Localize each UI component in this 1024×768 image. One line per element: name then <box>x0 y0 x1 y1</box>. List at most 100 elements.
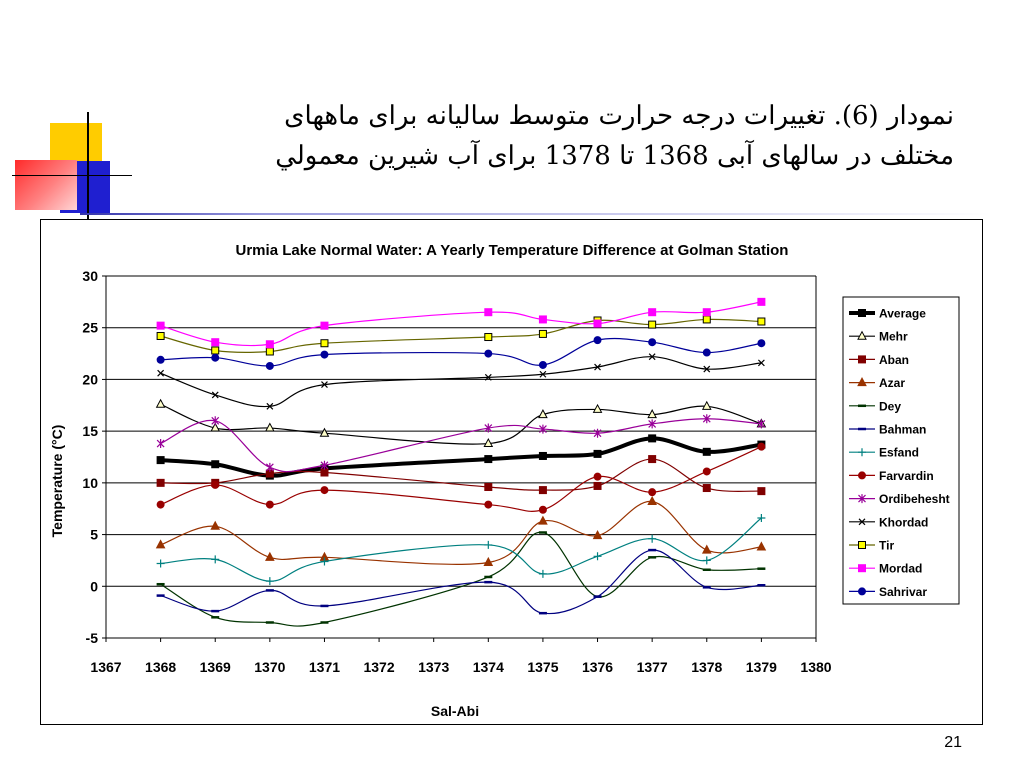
x-tick-label: 1379 <box>746 659 777 675</box>
point-ordibehesht <box>156 439 165 449</box>
x-tick-label: 1377 <box>637 659 668 675</box>
x-tick-label: 1378 <box>691 659 722 675</box>
point-mordad <box>211 338 220 347</box>
point-azar <box>265 551 275 561</box>
point-azar <box>647 495 657 505</box>
point-tir <box>484 333 493 342</box>
point-farvardin <box>265 500 274 509</box>
point-farvardin <box>702 467 711 476</box>
legend-label-bahman: Bahman <box>879 423 926 437</box>
point-sahrivar <box>211 353 220 362</box>
legend-marker-ordibehesht <box>858 494 866 504</box>
point-esfand <box>702 556 711 565</box>
point-ordibehesht <box>757 419 766 429</box>
legend-label-esfand: Esfand <box>879 446 919 460</box>
point-average <box>702 447 711 456</box>
point-esfand <box>265 577 274 586</box>
x-tick-label: 1374 <box>473 659 504 675</box>
legend-marker-aban <box>858 355 866 364</box>
x-tick-label: 1368 <box>145 659 176 675</box>
legend-label-farvardin: Farvardin <box>879 469 934 483</box>
point-mordad <box>702 308 711 317</box>
point-average <box>484 455 493 464</box>
point-aban <box>320 468 329 477</box>
point-khordad <box>594 363 601 371</box>
point-farvardin <box>320 486 329 495</box>
point-azar <box>155 539 166 549</box>
point-aban <box>702 484 711 493</box>
series-line-farvardin <box>160 446 762 512</box>
point-farvardin <box>593 472 602 481</box>
point-farvardin <box>211 480 220 489</box>
point-sahrivar <box>757 339 766 348</box>
point-sahrivar <box>265 361 274 370</box>
point-mehr <box>701 400 712 410</box>
point-azar <box>701 544 712 554</box>
point-khordad <box>757 359 765 367</box>
point-mordad <box>156 321 165 330</box>
point-mehr <box>483 437 494 448</box>
point-tir <box>265 347 274 356</box>
point-tir <box>648 320 657 329</box>
x-tick-label: 1375 <box>527 659 558 675</box>
point-average <box>156 456 165 465</box>
line-chart: Urmia Lake Normal Water: A Yearly Temper… <box>49 242 960 719</box>
x-axis-label: Sal-Abi <box>431 703 479 719</box>
y-tick-label: 0 <box>90 578 98 594</box>
point-average <box>211 460 220 469</box>
point-mordad <box>757 297 766 306</box>
point-esfand <box>648 534 657 543</box>
point-farvardin <box>757 442 766 451</box>
legend-label-dey: Dey <box>879 399 901 413</box>
slide-title-line-1: نمودار (6). تغییرات درجه حرارت متوسط سال… <box>284 101 954 131</box>
legend-label-khordad: Khordad <box>879 515 928 529</box>
y-tick-label: 5 <box>90 527 98 543</box>
point-khordad <box>157 369 165 377</box>
legend-label-mordad: Mordad <box>879 562 922 576</box>
point-sahrivar <box>538 360 547 369</box>
point-ordibehesht <box>702 414 711 424</box>
chart-frame <box>40 219 983 725</box>
point-mordad <box>484 308 493 317</box>
legend-marker-mordad <box>858 564 866 573</box>
point-mehr <box>210 422 221 432</box>
point-sahrivar <box>320 350 329 359</box>
point-mehr <box>538 409 548 419</box>
point-farvardin <box>484 500 493 509</box>
x-tick-label: 1371 <box>309 659 340 675</box>
y-tick-label: 20 <box>82 371 98 387</box>
point-farvardin <box>156 500 165 509</box>
series-line-ordibehesht <box>160 418 762 473</box>
legend: Average Mehr Aban Azar Dey Bahman Esfand Farvar… <box>842 296 960 605</box>
y-tick-label: 25 <box>82 320 98 336</box>
x-tick-label: 1369 <box>200 659 231 675</box>
deco-title-rule <box>80 213 990 215</box>
slide-title: نمودار (6). تغییرات درجه حرارت متوسط سال… <box>94 96 954 176</box>
point-mehr <box>647 409 657 419</box>
legend-marker-tir <box>858 541 866 549</box>
point-sahrivar <box>648 338 657 347</box>
point-khordad <box>648 353 656 361</box>
legend-label-aban: Aban <box>879 353 909 367</box>
point-esfand <box>211 555 220 564</box>
point-esfand <box>484 540 493 549</box>
point-average <box>538 451 547 460</box>
point-tir <box>211 346 220 355</box>
point-azar <box>756 541 767 551</box>
slide-number: 21 <box>944 734 962 751</box>
y-tick-label: 30 <box>82 268 98 284</box>
point-ordibehesht <box>265 462 274 472</box>
point-azar <box>592 530 603 540</box>
point-khordad <box>484 373 492 381</box>
legend-label-tir: Tir <box>879 539 894 553</box>
point-farvardin <box>648 488 657 497</box>
point-aban <box>593 481 602 490</box>
legend-label-average: Average <box>879 307 926 321</box>
point-ordibehesht <box>648 419 657 429</box>
point-mehr <box>155 398 166 408</box>
point-khordad <box>266 402 274 410</box>
point-ordibehesht <box>484 423 493 433</box>
point-tir <box>156 331 165 340</box>
point-ordibehesht <box>593 428 602 438</box>
x-tick-label: 1367 <box>90 659 121 675</box>
